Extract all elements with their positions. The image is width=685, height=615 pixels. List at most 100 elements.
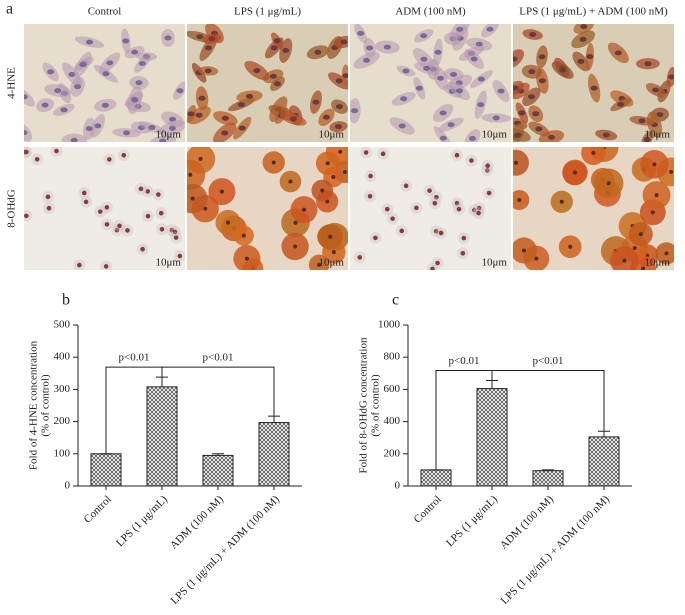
- nucleus: [77, 262, 82, 268]
- cell: [187, 159, 206, 190]
- x-tick-label: ADM (100 nM): [168, 493, 226, 551]
- micrograph: 10μm: [350, 24, 511, 142]
- nucleus: [484, 168, 490, 173]
- nucleus: [614, 50, 622, 56]
- nucleus: [580, 24, 588, 30]
- micrograph: 10μm: [187, 147, 348, 270]
- nucleus: [461, 235, 467, 241]
- nucleus: [253, 68, 261, 74]
- nucleus: [107, 157, 112, 162]
- nucleus: [423, 65, 431, 71]
- nucleus: [221, 115, 229, 121]
- cell: [426, 262, 439, 270]
- significance-label: p<0.01: [449, 355, 480, 367]
- nucleus: [148, 125, 156, 131]
- cell: [581, 147, 606, 166]
- nucleus: [606, 181, 611, 186]
- nucleus: [168, 125, 176, 131]
- nucleus: [34, 156, 40, 162]
- nucleus: [351, 108, 359, 114]
- nucleus: [205, 45, 213, 51]
- bar: [146, 386, 178, 487]
- nucleus: [302, 207, 307, 212]
- scale-label: 10μm: [156, 257, 182, 269]
- nucleus: [70, 137, 78, 142]
- nucleus: [68, 72, 76, 78]
- nucleus: [644, 61, 652, 67]
- row-label: 8-OHdG: [6, 189, 18, 228]
- nucleus: [138, 61, 146, 67]
- nucleus: [513, 85, 519, 91]
- nucleus: [632, 246, 637, 251]
- nucleus: [454, 152, 460, 158]
- micrograph: 10μm: [187, 24, 348, 142]
- nucleus: [449, 71, 457, 77]
- y-axis-label: (% of control): [40, 374, 52, 437]
- nucleus: [403, 183, 409, 189]
- y-tick-label: 100: [54, 447, 71, 459]
- nucleus: [282, 48, 290, 54]
- nucleus: [650, 210, 655, 215]
- nucleus: [271, 160, 276, 165]
- nucleus: [559, 67, 567, 73]
- nucleus: [219, 189, 224, 194]
- nucleus: [244, 256, 249, 261]
- nucleus: [273, 81, 281, 87]
- bar: [258, 422, 290, 487]
- nucleus: [529, 32, 537, 38]
- nucleus: [402, 68, 410, 74]
- nucleus: [591, 150, 596, 155]
- nucleus: [383, 44, 391, 50]
- nucleus: [123, 130, 131, 136]
- nucleus: [535, 126, 543, 132]
- nucleus: [24, 213, 29, 219]
- y-tick-label: 500: [54, 319, 71, 331]
- scale-label: 10μm: [482, 257, 508, 269]
- panel-label: a: [6, 1, 13, 18]
- nucleus: [293, 220, 298, 225]
- nucleus: [435, 260, 440, 266]
- nucleus: [176, 88, 184, 94]
- y-tick-label: 800: [384, 351, 401, 363]
- scale-label: 10μm: [319, 257, 345, 269]
- error-bar: [542, 469, 554, 471]
- nucleus: [456, 206, 462, 212]
- nucleus: [198, 156, 203, 161]
- nucleus: [145, 189, 151, 194]
- nucleus: [367, 193, 373, 199]
- micrograph: 10μm: [513, 147, 674, 270]
- nucleus: [475, 41, 483, 47]
- nucleus: [497, 88, 505, 94]
- nucleus: [380, 151, 386, 157]
- bar: [420, 469, 452, 487]
- image-background: [350, 147, 511, 270]
- nucleus: [363, 150, 369, 155]
- nucleus: [486, 26, 494, 32]
- nucleus: [24, 149, 29, 155]
- bar: [202, 454, 234, 487]
- nucleus: [97, 209, 103, 214]
- significance-label: p<0.01: [119, 352, 150, 364]
- y-tick-label: 400: [54, 351, 71, 363]
- nucleus: [159, 138, 167, 142]
- scale-label: 10μm: [482, 129, 508, 141]
- x-tick-label: LPS (1 μg/mL): [114, 493, 170, 549]
- image-background: [24, 24, 185, 142]
- nucleus: [390, 216, 395, 221]
- nucleus: [94, 123, 102, 129]
- nucleus: [121, 152, 127, 158]
- nucleus: [434, 49, 442, 55]
- panel-label: c: [392, 292, 399, 309]
- micrograph: 10μm: [513, 24, 674, 142]
- nucleus: [638, 232, 643, 237]
- nucleus: [317, 262, 322, 267]
- nucleus: [468, 136, 476, 142]
- nucleus: [41, 102, 49, 108]
- column-header: LPS (1 μg/mL): [234, 6, 301, 18]
- nucleus: [430, 266, 435, 270]
- nucleus: [338, 149, 343, 154]
- y-tick-label: 0: [395, 480, 401, 492]
- nucleus: [527, 94, 535, 100]
- nucleus: [322, 114, 330, 120]
- nucleus: [528, 69, 536, 75]
